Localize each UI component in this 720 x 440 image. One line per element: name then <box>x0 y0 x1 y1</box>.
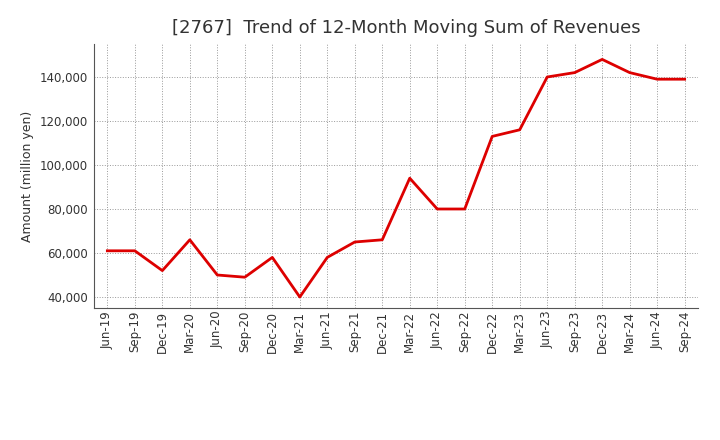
Text: [2767]  Trend of 12-Month Moving Sum of Revenues: [2767] Trend of 12-Month Moving Sum of R… <box>172 19 641 37</box>
Y-axis label: Amount (million yen): Amount (million yen) <box>21 110 35 242</box>
